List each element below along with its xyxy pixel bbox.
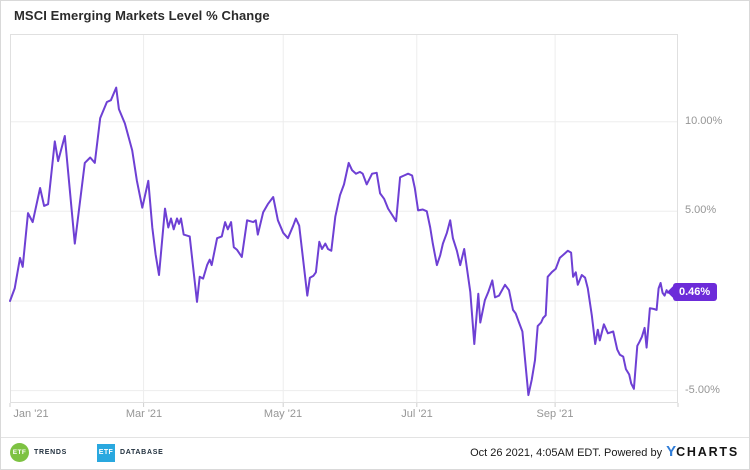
etf-database-icon: ETF (96, 443, 115, 462)
chart-title: MSCI Emerging Markets Level % Change (14, 8, 270, 23)
last-value-badge: 0.46% (673, 283, 718, 301)
timestamp: Oct 26 2021, 4:05AM EDT. (470, 447, 601, 459)
etf-trends-label: TRENDS (34, 449, 67, 456)
x-axis-label: Mar '21 (125, 408, 163, 420)
x-axis-label: May '21 (263, 408, 303, 420)
footer-logos: ETF TRENDS ETF DATABASE (10, 443, 163, 462)
footer: ETF TRENDS ETF DATABASE Oct 26 2021, 4:0… (1, 437, 749, 469)
attribution: Oct 26 2021, 4:05AM EDT. Powered by Y CH… (470, 443, 739, 460)
etf-database-label: DATABASE (119, 449, 164, 456)
plot-border (10, 34, 678, 403)
y-axis-label: 10.00% (685, 115, 723, 127)
ycharts-y-icon: Y (666, 443, 677, 460)
data-line (9, 86, 669, 397)
x-axis-label: Jul '21 (401, 408, 433, 420)
etf-trends-icon: ETF (10, 443, 29, 462)
ycharts-logo: Y CHARTS (666, 443, 739, 460)
powered-by-label: Powered by (604, 447, 663, 459)
y-axis-label: -5.00% (685, 384, 720, 396)
y-axis-label: 5.00% (685, 204, 717, 216)
x-axis-label: Sep '21 (536, 408, 574, 420)
x-axis-label: Jan '21 (13, 408, 49, 420)
